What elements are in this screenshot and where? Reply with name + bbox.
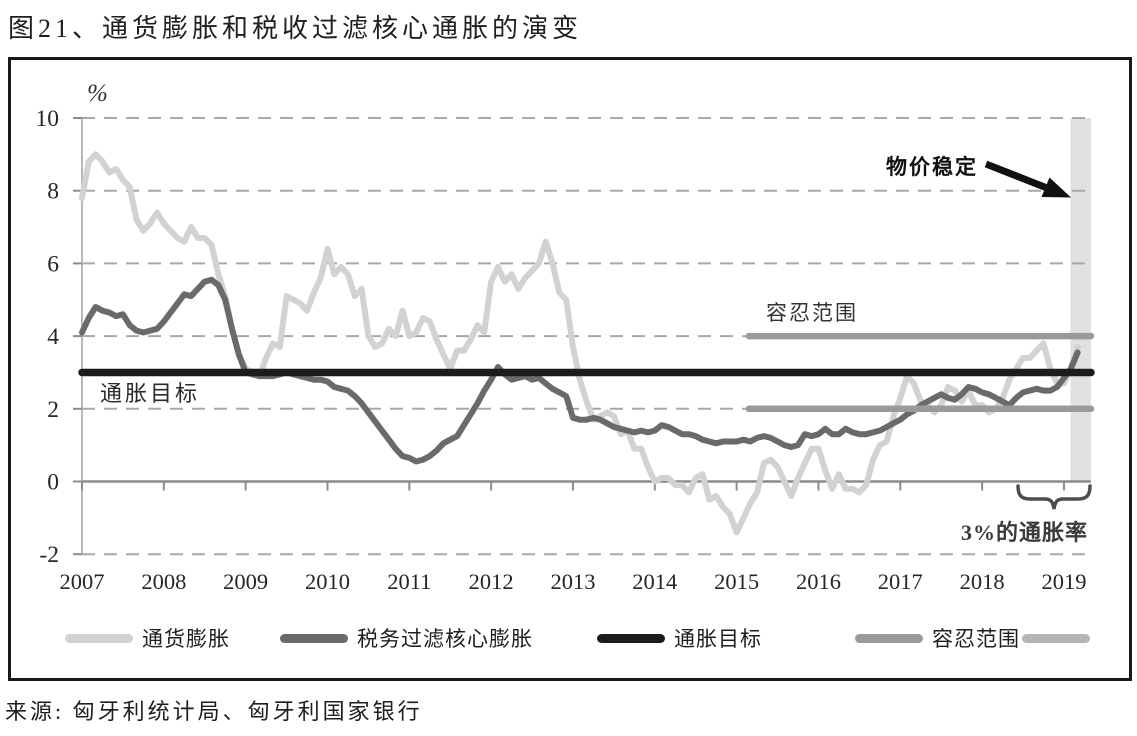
legend-swatch: [1022, 633, 1090, 643]
tolerance-band-label: 容忍范围: [766, 301, 858, 325]
legend-swatch: [65, 633, 133, 643]
series-inflation-line: [79, 151, 1081, 536]
source-note: 来源: 匈牙利统计局、匈牙利国家银行: [5, 699, 423, 724]
chart-legend: 通货膨胀 税务过滤核心膨胀 通胀目标 容忍范围: [0, 624, 1137, 658]
legend-item-4: [1022, 624, 1099, 652]
x-tick-label: 2014: [632, 569, 677, 594]
legend-swatch: [597, 633, 665, 643]
x-tick-label: 2018: [960, 569, 1005, 594]
x-tick-label: 2015: [714, 569, 759, 594]
legend-label: 通货膨胀: [142, 627, 230, 651]
x-tick-label: 2013: [550, 569, 595, 594]
legend-label: 通胀目标: [674, 627, 762, 651]
three-percent-rate-label: 3%的通胀率: [961, 520, 1089, 545]
y-tick-label: 2: [47, 397, 59, 423]
legend-swatch: [855, 633, 923, 643]
legend-item-2: 通胀目标: [597, 624, 762, 652]
inflation-target-label: 通胀目标: [100, 381, 201, 406]
legend-swatch: [280, 633, 348, 643]
y-tick-label: 10: [36, 106, 60, 132]
legend-label: 税务过滤核心膨胀: [357, 627, 533, 651]
x-tick-label: 2019: [1041, 569, 1086, 594]
y-tick-label: 8: [47, 179, 59, 205]
range-brace: [1016, 484, 1092, 510]
y-tick-label: 4: [47, 324, 59, 350]
x-tick-label: 2011: [387, 569, 431, 594]
y-tick-label: 6: [47, 251, 59, 277]
legend-label: 容忍范围: [932, 627, 1020, 651]
y-axis-unit-label: %: [87, 80, 108, 107]
x-tick-label: 2017: [878, 569, 923, 594]
x-tick-label: 2009: [223, 569, 268, 594]
x-tick-label: 2012: [469, 569, 514, 594]
legend-item-0: 通货膨胀: [65, 624, 230, 652]
x-tick-label: 2016: [796, 569, 841, 594]
legend-item-3: 容忍范围: [855, 624, 1020, 652]
price-stability-label: 物价稳定: [886, 155, 978, 179]
price-stability-bar: [1070, 118, 1091, 482]
x-tick-label: 2008: [141, 569, 186, 594]
x-tick-label: 2010: [305, 569, 350, 594]
y-tick-label: -2: [39, 542, 59, 568]
legend-item-1: 税务过滤核心膨胀: [280, 624, 533, 652]
price-stability-arrow: [984, 160, 1071, 198]
x-tick-label: 2007: [60, 569, 105, 594]
figure-title: 图21、通货膨胀和税收过滤核心通胀的演变: [8, 14, 583, 43]
y-tick-label: 0: [47, 470, 59, 496]
